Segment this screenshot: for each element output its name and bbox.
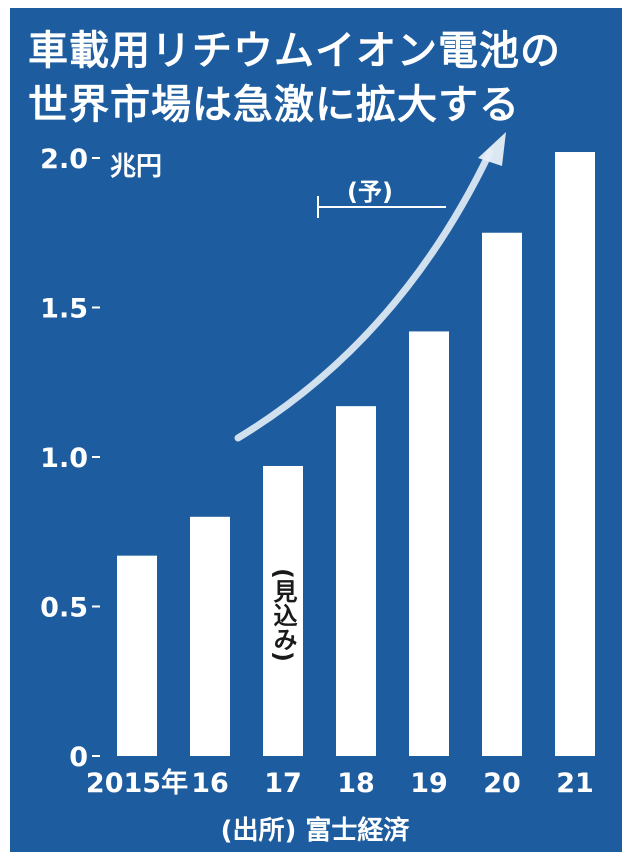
x-tick-label: 17 xyxy=(264,768,302,799)
y-tick-label: 0.5 xyxy=(40,593,88,624)
y-axis-unit-label: 兆円 xyxy=(110,152,163,182)
source-label: (出所) 富士経済 xyxy=(220,816,410,846)
x-tick-label: 2015年 xyxy=(86,767,188,799)
bar-5 xyxy=(482,232,522,756)
x-tick-label: 21 xyxy=(556,768,594,799)
bar-3 xyxy=(336,406,376,756)
bar-1 xyxy=(190,516,230,756)
y-tick-label: 0 xyxy=(69,742,88,773)
x-tick-label: 18 xyxy=(337,768,375,799)
bar-2 xyxy=(263,465,303,756)
estimate-annotation: (見込み) xyxy=(269,568,297,662)
y-tick-label: 1.5 xyxy=(40,294,88,325)
x-tick-label: 19 xyxy=(410,768,448,799)
y-tick-label: 2.0 xyxy=(40,144,88,175)
bar-4 xyxy=(409,331,449,756)
chart-title-line-2: 世界市場は急激に拡大する xyxy=(28,82,520,128)
chart-title-line-1: 車載用リチウムイオン電池の xyxy=(28,28,561,74)
forecast-annotation: (予) xyxy=(347,178,393,206)
growth-arrow-line xyxy=(234,148,494,442)
x-tick-label: 20 xyxy=(483,768,521,799)
y-tick-label: 1.0 xyxy=(40,443,88,474)
bar-6 xyxy=(555,152,595,756)
bar-0 xyxy=(117,555,157,756)
growth-arrow-head xyxy=(478,132,506,166)
x-tick-label: 16 xyxy=(191,768,229,799)
